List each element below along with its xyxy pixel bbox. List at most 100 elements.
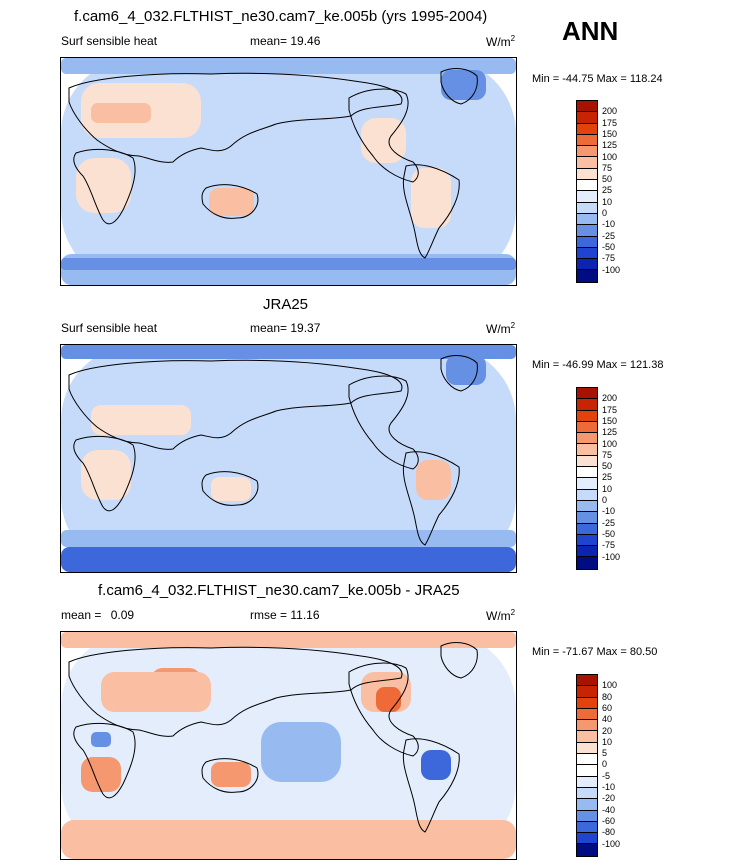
colorbar-swatch (577, 754, 597, 766)
coastline (73, 148, 136, 225)
coastline (73, 435, 136, 512)
colorbar-tick-label: 150 (602, 415, 618, 426)
coastline (440, 642, 478, 679)
field-contour (81, 757, 121, 792)
colorbar-tick-label: 50 (602, 174, 613, 185)
panel-3-mean: mean = 0.09 (61, 608, 134, 622)
field-contour (376, 687, 401, 712)
colorbar-swatch (577, 731, 597, 743)
colorbar-swatch (577, 247, 597, 260)
panel-3-rmse-label: rmse = (250, 608, 288, 622)
colorbar-swatch (577, 202, 597, 214)
colorbar-swatch (577, 259, 597, 271)
field-contour (61, 632, 516, 648)
panel-2-units-text: W/m (486, 322, 511, 336)
colorbar-tick-label: -10 (602, 782, 616, 792)
field-contour (446, 355, 486, 385)
field-contour (61, 820, 516, 859)
field-contour (411, 168, 451, 228)
panel-2-mean-value: 19.37 (290, 321, 321, 335)
field-contour (91, 732, 111, 747)
panel-1-title: f.cam6_4_032.FLTHIST_ne30.cam7_ke.005b (… (74, 8, 488, 25)
field-contour (261, 722, 341, 782)
colorbar-tick-label: 125 (602, 140, 618, 151)
colorbar-swatch (577, 799, 597, 811)
colorbar-swatch (577, 708, 597, 721)
colorbar-tick-label: -10 (602, 506, 616, 517)
colorbar-swatch (577, 686, 597, 698)
colorbar-swatch (577, 236, 597, 248)
field-contour (101, 672, 211, 712)
panel-2-units: W/m2 (486, 321, 515, 336)
colorbar-swatch (577, 213, 597, 226)
colorbar-swatch (577, 225, 597, 237)
panel-3-minmax: Min = -71.67 Max = 80.50 (532, 646, 658, 658)
colorbar-tick-label: 200 (602, 106, 618, 117)
coastline (402, 451, 460, 546)
colorbar-swatch (577, 478, 597, 490)
colorbar-swatch (577, 787, 597, 800)
colorbar-tick-label: -10 (602, 219, 616, 230)
panel-1-minmax: Min = -44.75 Max = 118.24 (532, 73, 663, 85)
colorbar-swatch (577, 191, 597, 203)
colorbar-swatch (577, 455, 597, 468)
colorbar-tick-label: 25 (602, 185, 613, 196)
field-contour (61, 547, 516, 572)
colorbar-tick-label: -20 (602, 793, 616, 804)
colorbar-swatch (577, 444, 597, 456)
field-contour (211, 477, 251, 501)
panel-2-map (60, 344, 517, 573)
colorbar-tick-label: 10 (602, 483, 613, 494)
field-contour (211, 762, 251, 787)
colorbar-tick-label: -75 (602, 253, 616, 264)
colorbar-tick-label: -80 (602, 827, 616, 838)
panel-1-variable-label: Surf sensible heat (61, 34, 158, 48)
coastline (68, 646, 403, 737)
colorbar-tick-label: 150 (602, 128, 618, 139)
colorbar-swatch (577, 500, 597, 513)
colorbar-tick-label: 125 (602, 427, 618, 438)
colorbar-swatch (577, 146, 597, 158)
coastline (68, 72, 403, 163)
colorbar-tick-label: 75 (602, 449, 613, 460)
field-contour (61, 530, 516, 547)
panel-1-units-sup: 2 (510, 34, 516, 43)
coastline (348, 88, 419, 183)
colorbar-tick-label: 100 (602, 151, 618, 162)
coastline (348, 662, 419, 757)
colorbar-swatch (577, 270, 597, 282)
colorbar-swatch (577, 810, 597, 822)
colorbar-tick-label: 100 (602, 680, 618, 691)
colorbar-tick-label: 100 (602, 438, 618, 449)
colorbar-swatch (577, 523, 597, 535)
colorbar-tick-label: 0 (602, 495, 608, 505)
colorbar-swatch (577, 123, 597, 135)
colorbar-tick-label: -75 (602, 540, 616, 551)
colorbar-swatch (577, 467, 597, 479)
panel-1-colorbar (576, 100, 598, 283)
colorbar-swatch (577, 410, 597, 422)
colorbar-swatch (577, 157, 597, 169)
colorbar-tick-label: 5 (602, 748, 608, 759)
colorbar-swatch (577, 844, 597, 856)
field-contour (416, 460, 451, 500)
colorbar-swatch (577, 112, 597, 124)
coastline (201, 184, 259, 219)
colorbar-tick-label: 60 (602, 702, 613, 713)
field-contour (61, 345, 516, 359)
colorbar-tick-label: -50 (602, 241, 616, 252)
colorbar-tick-label: 40 (602, 714, 613, 725)
colorbar-swatch (577, 675, 597, 687)
colorbar-swatch (577, 776, 597, 788)
colorbar-tick-label: -25 (602, 230, 616, 241)
panel-2-colorbar (576, 387, 598, 570)
colorbar-swatch (577, 512, 597, 524)
coastline (348, 375, 419, 470)
field-contour (91, 103, 151, 123)
colorbar-tick-label: -25 (602, 517, 616, 528)
colorbar-tick-label: 0 (602, 208, 608, 218)
panel-1-units-text: W/m (486, 35, 511, 49)
colorbar-swatch (577, 697, 597, 709)
colorbar-tick-label: 10 (602, 736, 613, 747)
colorbar-swatch (577, 534, 597, 547)
